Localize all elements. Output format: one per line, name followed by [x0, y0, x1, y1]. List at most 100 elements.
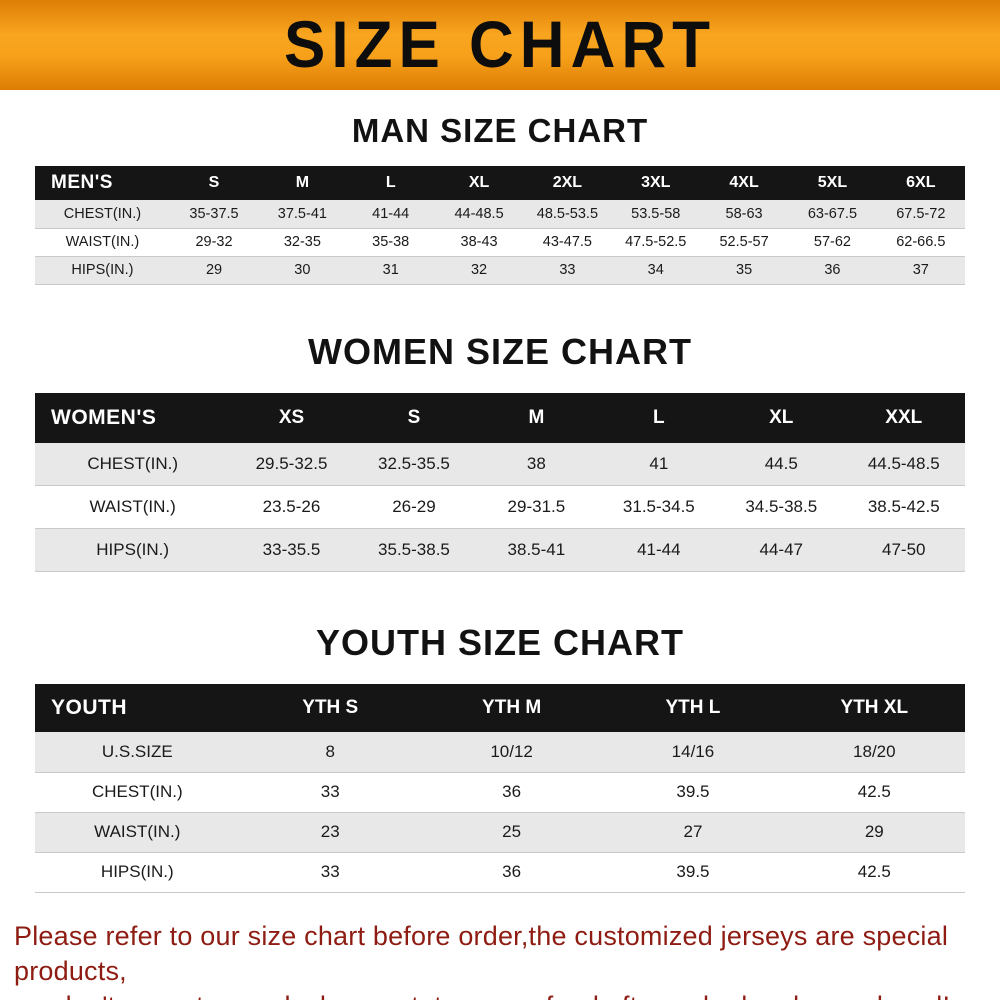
size-column-header: XXL	[842, 392, 965, 443]
size-value: 38.5-42.5	[867, 497, 940, 516]
table-row: WAIST(IN.) 23.5-26 26-29 29-31.5 31.5-34.5 34…	[35, 485, 965, 529]
row-label: CHEST(IN.)	[63, 205, 142, 222]
size-column-header: 2XL	[523, 166, 612, 200]
size-column-header: L	[346, 166, 435, 200]
size-value: 38.5-41	[507, 540, 566, 559]
mens-size-table: MEN'S S M L XL 2XL 3XL 4XL 5XL 6XL CHEST(IN.) 35-37…	[35, 166, 965, 285]
size-value: 25	[502, 822, 522, 841]
size-column-header: 3XL	[611, 166, 700, 200]
size-value: 67.5-72	[896, 205, 946, 222]
size-value: 8	[325, 741, 335, 761]
banner: SIZE CHART	[0, 0, 1000, 90]
size-value: 38-43	[460, 234, 498, 250]
size-value: 23	[320, 822, 340, 841]
table-row: WAIST(IN.) 23 25 27 29	[35, 812, 965, 852]
table-row: WAIST(IN.) 29-32 32-35 35-38 38-43 43-47.5 47.…	[35, 228, 965, 256]
section-heading-men: MAN SIZE CHART	[351, 112, 649, 149]
size-column-header: M	[475, 392, 598, 443]
size-value: 38	[526, 453, 546, 473]
size-column-header: XS	[230, 392, 353, 443]
table-row: CHEST(IN.) 35-37.5 37.5-41 41-44 44-48.5 48.5…	[35, 200, 965, 228]
table-row: CHEST(IN.) 33 36 39.5 42.5	[35, 772, 965, 812]
size-column-header: 5XL	[788, 166, 877, 200]
size-value: 53.5-58	[631, 205, 681, 222]
size-column-header: XL	[720, 392, 843, 443]
row-label: CHEST(IN.)	[87, 453, 178, 473]
disclaimer-line-1: Please refer to our size chart before or…	[14, 920, 949, 986]
table-row: HIPS(IN.) 33-35.5 35.5-38.5 38.5-41 41-44 44-…	[35, 528, 965, 572]
size-column-header: YTH M	[420, 684, 603, 732]
row-label: HIPS(IN.)	[71, 262, 134, 278]
table-row: U.S.SIZE 8 10/12 14/16 18/20	[35, 732, 965, 772]
size-value: 36	[502, 862, 522, 881]
size-value: 34.5-38.5	[745, 497, 818, 516]
size-value: 29	[205, 262, 223, 278]
size-value: 63-67.5	[807, 205, 858, 222]
table-title-cell: YOUTH	[35, 684, 240, 732]
size-value: 36	[502, 782, 522, 801]
size-column-header: L	[597, 392, 721, 443]
table-title-cell: WOMEN'S	[35, 392, 231, 443]
size-value: 35.5-38.5	[378, 540, 450, 559]
size-value: 18/20	[853, 741, 896, 761]
size-value: 37.5-41	[277, 205, 327, 222]
size-value: 29-31.5	[507, 497, 566, 516]
size-value: 39.5	[676, 782, 710, 801]
size-value: 44-47	[759, 540, 803, 559]
size-value: 29	[864, 822, 884, 841]
size-value: 30	[294, 262, 311, 278]
size-value: 35	[736, 262, 753, 278]
size-value: 44-48.5	[454, 205, 504, 222]
size-value: 33	[320, 862, 340, 881]
size-value: 52.5-57	[719, 234, 769, 250]
size-column-header: S	[352, 392, 476, 443]
size-value: 35-38	[372, 234, 410, 250]
size-value: 33	[320, 782, 340, 801]
table-row: HIPS(IN.) 33 36 39.5 42.5	[35, 852, 965, 892]
size-value: 23.5-26	[262, 497, 321, 516]
size-value: 57-62	[813, 234, 851, 250]
row-label: CHEST(IN.)	[91, 782, 183, 801]
table-header-row: YOUTH YTH S YTH M YTH L YTH XL	[35, 684, 965, 732]
size-value: 47-50	[882, 540, 926, 559]
size-value: 10/12	[490, 741, 533, 761]
size-value: 44.5-48.5	[867, 453, 940, 473]
size-value: 44.5	[764, 453, 798, 473]
size-column-header: 6XL	[876, 166, 965, 200]
size-value: 37	[912, 262, 929, 278]
section-heading-women: WOMEN SIZE CHART	[308, 330, 692, 372]
size-value: 14/16	[671, 741, 715, 761]
section-women: WOMEN SIZE CHART WOMEN'S XS S M L XL XXL CHEST(…	[0, 331, 1000, 573]
size-value: 62-66.5	[896, 234, 946, 250]
size-column-header: YTH S	[239, 684, 421, 732]
size-value: 26-29	[392, 497, 436, 516]
disclaimer-line-2: we don't accept cancel, change, teturn o…	[14, 989, 1000, 1000]
size-value: 29-32	[195, 234, 233, 250]
table-header-row: WOMEN'S XS S M L XL XXL	[35, 392, 965, 443]
table-header-row: MEN'S S M L XL 2XL 3XL 4XL 5XL 6XL	[35, 166, 965, 200]
row-label: WAIST(IN.)	[94, 822, 181, 841]
size-value: 43-47.5	[542, 234, 592, 250]
size-column-header: 4XL	[699, 166, 789, 200]
size-value: 36	[824, 262, 841, 278]
size-value: 42.5	[857, 782, 891, 801]
row-label: HIPS(IN.)	[96, 540, 170, 559]
size-value: 33-35.5	[262, 540, 321, 559]
table-title-cell: MEN'S	[35, 166, 170, 200]
size-value: 41-44	[372, 205, 410, 222]
size-value: 33	[559, 262, 576, 278]
row-label: WAIST(IN.)	[65, 234, 140, 250]
table-row: HIPS(IN.) 29 30 31 32 33 34 35 36 37	[35, 256, 965, 284]
size-value: 48.5-53.5	[536, 205, 599, 222]
size-column-header: YTH L	[602, 684, 784, 732]
row-label: U.S.SIZE	[101, 741, 173, 761]
size-column-header: S	[169, 166, 259, 200]
size-value: 32	[470, 262, 488, 278]
size-value: 42.5	[857, 862, 891, 881]
section-youth: YOUTH SIZE CHART YOUTH YTH S YTH M YTH L YTH…	[0, 622, 1000, 893]
size-column-header: YTH XL	[783, 684, 965, 732]
size-value: 31	[382, 262, 399, 278]
size-column-header: M	[258, 166, 347, 200]
size-value: 27	[683, 822, 703, 841]
